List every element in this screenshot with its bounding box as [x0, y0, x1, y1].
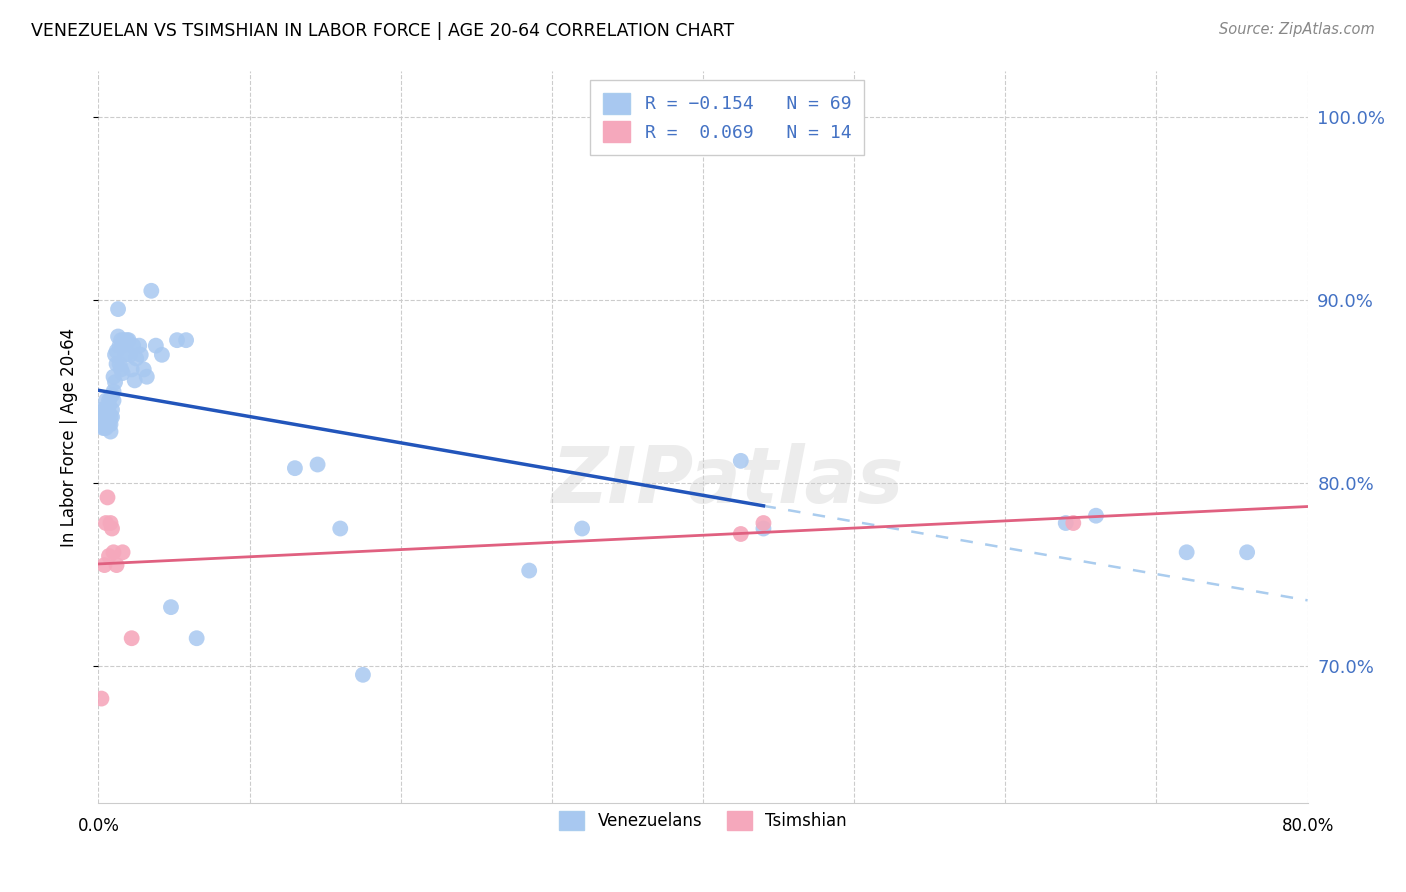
Point — [103, 369, 125, 384]
Text: Source: ZipAtlas.com: Source: ZipAtlas.com — [1219, 22, 1375, 37]
Point — [1085, 508, 1108, 523]
Point — [105, 357, 128, 371]
Point — [94, 406, 117, 420]
Point — [100, 516, 122, 530]
Point — [100, 409, 122, 424]
Point — [108, 357, 131, 371]
Point — [115, 333, 138, 347]
Point — [98, 549, 121, 563]
Point — [114, 348, 136, 362]
Point — [98, 393, 121, 408]
Point — [103, 393, 125, 408]
Point — [135, 369, 157, 384]
Point — [93, 421, 115, 435]
Point — [752, 516, 775, 530]
Point — [101, 388, 124, 402]
Point — [107, 329, 129, 343]
Point — [104, 375, 127, 389]
Point — [329, 521, 352, 535]
Legend: Venezuelans, Tsimshian: Venezuelans, Tsimshian — [551, 803, 855, 838]
Point — [94, 393, 117, 408]
Point — [110, 362, 132, 376]
Point — [1054, 516, 1077, 530]
Point — [186, 631, 208, 645]
Point — [107, 301, 129, 316]
Point — [1236, 545, 1258, 559]
Point — [96, 406, 118, 420]
Point — [150, 348, 173, 362]
Point — [98, 406, 121, 420]
Point — [125, 351, 148, 366]
Point — [121, 362, 143, 376]
Point — [730, 527, 752, 541]
Text: VENEZUELAN VS TSIMSHIAN IN LABOR FORCE | AGE 20-64 CORRELATION CHART: VENEZUELAN VS TSIMSHIAN IN LABOR FORCE |… — [31, 22, 734, 40]
Point — [103, 384, 125, 399]
Point — [111, 366, 134, 380]
Point — [96, 491, 118, 505]
Point — [307, 458, 329, 472]
Point — [571, 521, 593, 535]
Point — [120, 348, 142, 362]
Point — [1062, 516, 1084, 530]
Text: 80.0%: 80.0% — [1281, 817, 1334, 836]
Point — [93, 402, 115, 417]
Point — [93, 558, 115, 573]
Point — [145, 338, 167, 352]
Point — [91, 411, 114, 425]
Point — [112, 333, 135, 347]
Point — [166, 333, 188, 347]
Point — [730, 454, 752, 468]
Point — [111, 545, 134, 559]
Point — [90, 691, 112, 706]
Point — [105, 344, 128, 359]
Point — [352, 667, 374, 681]
Point — [96, 402, 118, 417]
Point — [101, 521, 124, 535]
Point — [101, 409, 124, 424]
Point — [118, 333, 141, 347]
Point — [96, 417, 118, 432]
Point — [105, 558, 128, 573]
Point — [132, 362, 155, 376]
Point — [517, 564, 540, 578]
Point — [111, 338, 134, 352]
Point — [160, 600, 183, 615]
Point — [128, 338, 150, 352]
Point — [121, 631, 143, 645]
Point — [94, 516, 117, 530]
Point — [110, 333, 132, 347]
Point — [98, 399, 121, 413]
Point — [752, 521, 775, 535]
Point — [141, 284, 163, 298]
Point — [94, 421, 117, 435]
Point — [129, 348, 152, 362]
Point — [103, 545, 125, 559]
Point — [93, 411, 115, 425]
Point — [101, 402, 124, 417]
Text: ZIPatlas: ZIPatlas — [551, 443, 903, 519]
Point — [174, 333, 197, 347]
Point — [104, 348, 127, 362]
Point — [91, 421, 114, 435]
Text: 0.0%: 0.0% — [77, 817, 120, 836]
Point — [284, 461, 307, 475]
Point — [1175, 545, 1198, 559]
Y-axis label: In Labor Force | Age 20-64: In Labor Force | Age 20-64 — [59, 327, 77, 547]
Point — [100, 425, 122, 439]
Point — [90, 402, 112, 417]
Point — [100, 417, 122, 432]
Point — [108, 338, 131, 352]
Point — [122, 338, 145, 352]
Point — [98, 417, 121, 432]
Point — [124, 373, 146, 387]
